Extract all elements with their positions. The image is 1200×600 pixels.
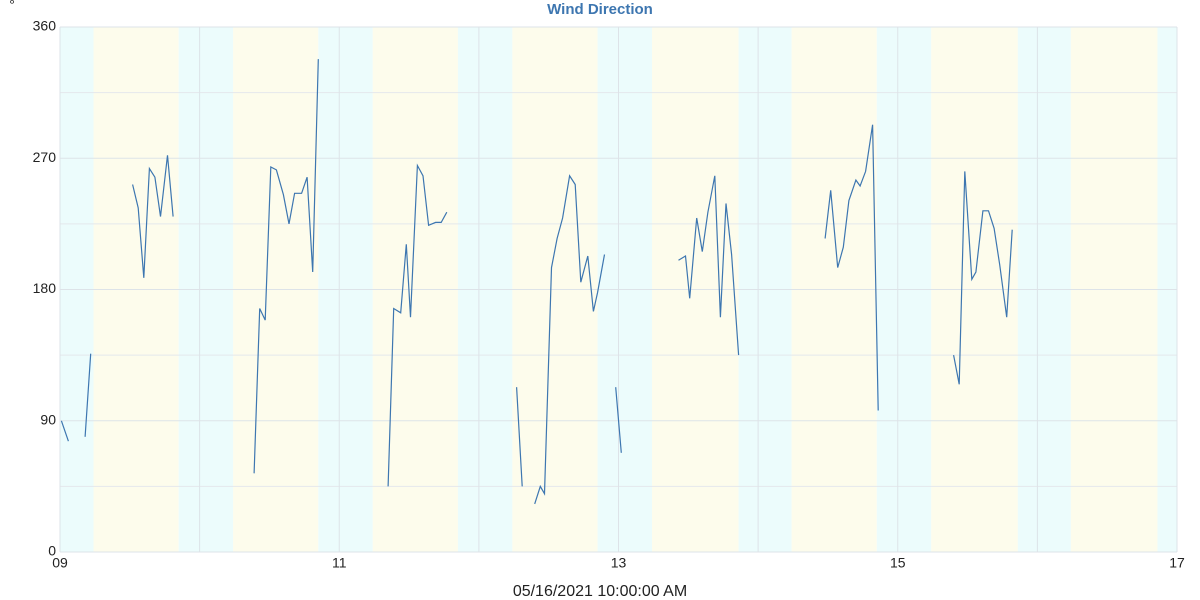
chart-title: Wind Direction bbox=[547, 1, 653, 18]
x-tick-label: 13 bbox=[611, 555, 627, 571]
y-axis-label: ° bbox=[9, 0, 15, 13]
x-tick-label: 09 bbox=[52, 555, 68, 571]
y-tick-label: 270 bbox=[33, 149, 57, 165]
y-tick-label: 360 bbox=[33, 18, 57, 34]
y-tick-label: 180 bbox=[33, 280, 57, 296]
y-tick-label: 90 bbox=[40, 411, 56, 427]
x-tick-label: 11 bbox=[332, 555, 347, 571]
data-line bbox=[60, 59, 1013, 505]
x-tick-label: 15 bbox=[890, 555, 906, 571]
x-axis-label: 05/16/2021 10:00:00 AM bbox=[513, 583, 687, 600]
x-tick-label: 17 bbox=[1169, 555, 1185, 571]
y-tick-label: 0 bbox=[48, 543, 56, 559]
background-layer bbox=[59, 26, 1178, 553]
